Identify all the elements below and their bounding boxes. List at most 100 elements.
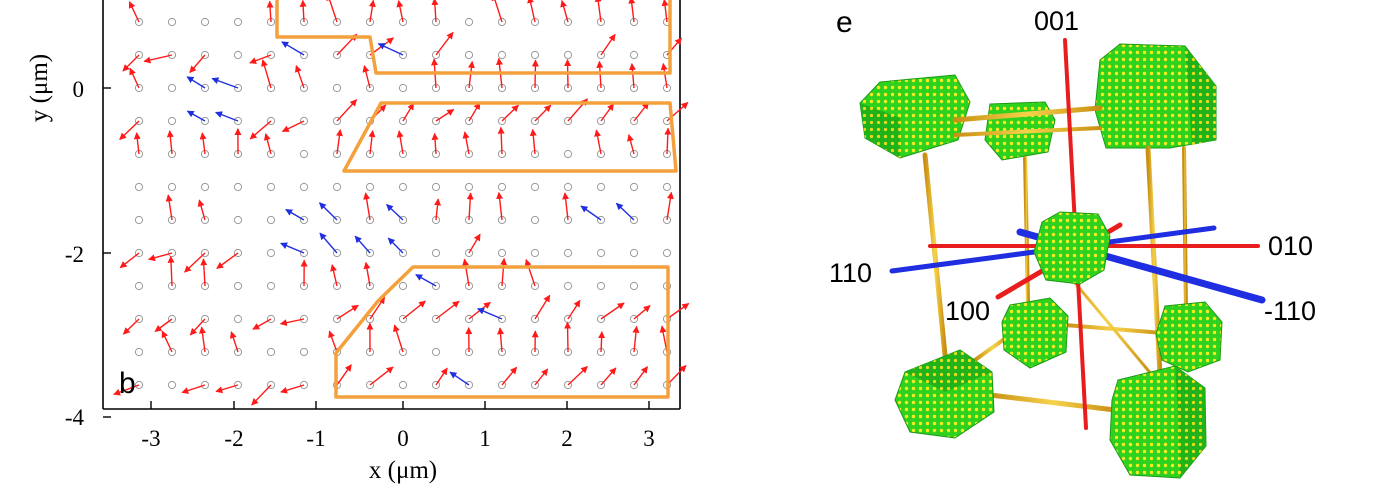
spin-arrow-red: [119, 252, 140, 269]
spin-arrow-red: [491, 0, 503, 23]
spin-arrow-red: [122, 54, 140, 72]
lattice-point: [299, 215, 309, 225]
lattice-point: [134, 347, 144, 357]
lattice-point: [134, 281, 144, 291]
spin-arrow-red: [632, 325, 640, 353]
lattice-point: [365, 83, 375, 93]
spin-arrow-red: [664, 127, 672, 155]
lattice-point: [563, 248, 573, 258]
lattice-point: [299, 50, 309, 60]
spin-arrow-red: [534, 294, 551, 320]
x-tick-label: -2: [224, 426, 243, 451]
lattice-point: [332, 50, 342, 60]
spin-arrow-red: [600, 33, 616, 56]
spin-arrow-red: [263, 133, 272, 155]
lattice-point: [629, 281, 639, 291]
lattice-point: [431, 281, 441, 291]
axis-labels: 001 010 110 100 -110: [829, 6, 1316, 326]
axis-label-minus110: -110: [1264, 296, 1316, 326]
lattice-point: [332, 17, 342, 27]
spin-arrow-red: [252, 318, 272, 330]
lattice-point: [464, 17, 474, 27]
nanocube-top-left: [859, 74, 971, 159]
spin-arrow-red: [113, 384, 140, 396]
lattice-point: [299, 248, 309, 258]
spin-arrow-red: [666, 364, 687, 386]
spin-arrow-red: [435, 31, 454, 56]
spin-arrow-red: [567, 365, 588, 386]
spin-arrow-blue: [449, 371, 470, 386]
lattice-point: [332, 83, 342, 93]
lattice-point: [398, 347, 408, 357]
lattice-point: [167, 83, 177, 93]
lattice-point: [299, 83, 309, 93]
lattice-point: [563, 50, 573, 60]
spin-arrow-blue: [186, 110, 206, 122]
spin-arrow-red: [633, 305, 651, 320]
lattice-point: [662, 182, 672, 192]
domain-outline-middle: [342, 101, 678, 173]
lattice-point: [332, 182, 342, 192]
y-tick-label: 0: [73, 77, 85, 102]
axis-label-100: 100: [945, 296, 990, 326]
spin-arrow-red: [600, 302, 625, 320]
lattice-point: [398, 314, 408, 324]
lattice-point: [629, 116, 639, 126]
lattice-point: [233, 215, 243, 225]
lattice-point: [398, 17, 408, 27]
spin-arrow-red: [369, 366, 394, 386]
x-tick-label: -3: [141, 426, 160, 451]
spin-arrow-red: [567, 299, 581, 320]
spin-arrow-red: [462, 258, 470, 287]
lattice-point: [365, 182, 375, 192]
lattice-point: [398, 380, 408, 390]
lattice-point: [398, 215, 408, 225]
nanocube-center: [1033, 211, 1111, 285]
lattice-point: [398, 281, 408, 291]
lattice-point: [431, 314, 441, 324]
spin-arrow-red: [294, 65, 305, 89]
lattice-point: [464, 248, 474, 258]
spin-arrow-red: [122, 318, 140, 335]
lattice-point: [530, 215, 540, 225]
lattice-point: [167, 50, 177, 60]
spin-arrow-red: [496, 191, 504, 221]
lattice-point: [596, 281, 606, 291]
lattice-point: [629, 50, 639, 60]
spin-arrow-red: [501, 366, 518, 386]
spin-arrow-red: [251, 384, 272, 406]
spin-arrow-red: [369, 296, 386, 320]
lattice-point: [365, 380, 375, 390]
spin-arrow-blue: [477, 307, 503, 320]
lattice-point: [497, 116, 507, 126]
spin-arrow-blue: [580, 205, 602, 221]
domain-outlines: [275, 0, 678, 399]
spin-arrow-red: [167, 255, 175, 287]
spin-arrow-red: [181, 384, 206, 394]
plot-frame: [102, 0, 681, 410]
lattice-point: [266, 116, 276, 126]
lattice-point: [530, 50, 540, 60]
spin-arrow-blue: [186, 76, 206, 89]
spin-arrow-red: [184, 252, 206, 273]
spin-arrow-blue: [387, 237, 404, 254]
lattice-point: [134, 50, 144, 60]
lattice-point: [530, 314, 540, 324]
lattice-point: [134, 314, 144, 324]
lattice-point: [233, 281, 243, 291]
lattice-point: [431, 182, 441, 192]
spin-arrow-red: [199, 132, 207, 155]
spin-arrow-red: [598, 331, 606, 353]
lattice-point: [134, 83, 144, 93]
tick-marks: [103, 87, 650, 418]
x-tick-label: 1: [479, 426, 491, 451]
lattice-point: [233, 248, 243, 258]
lattice-point: [629, 182, 639, 192]
spin-arrow-red: [249, 54, 272, 64]
nanocube-bottom-left: [894, 349, 995, 439]
lattice-point: [563, 182, 573, 192]
panel-label-b: b: [119, 367, 136, 400]
spin-arrow-red: [431, 132, 439, 155]
lattice-point: [431, 116, 441, 126]
spin-arrow-red: [468, 102, 481, 122]
